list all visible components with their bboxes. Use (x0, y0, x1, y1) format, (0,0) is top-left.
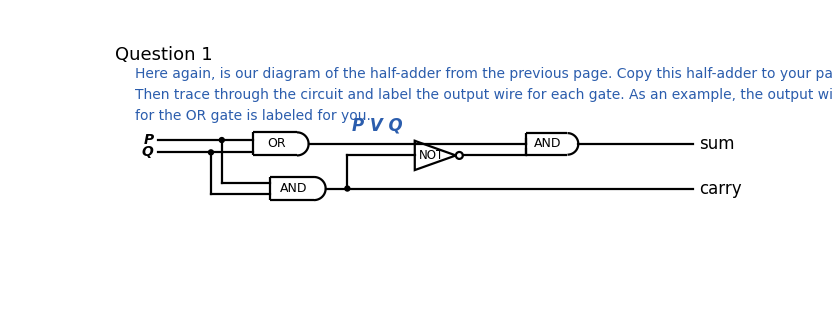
Text: carry: carry (699, 180, 742, 197)
Circle shape (220, 138, 225, 142)
Circle shape (209, 150, 214, 155)
Text: P V Q: P V Q (352, 117, 403, 135)
Text: Q: Q (141, 145, 154, 159)
Text: sum: sum (699, 135, 735, 153)
Circle shape (345, 186, 349, 191)
Text: AND: AND (534, 137, 562, 150)
Text: Here again, is our diagram of the half-adder from the previous page. Copy this h: Here again, is our diagram of the half-a… (135, 67, 832, 123)
Text: NOT: NOT (418, 149, 443, 162)
Text: OR: OR (268, 137, 286, 150)
Text: P: P (143, 133, 154, 147)
Text: Question 1: Question 1 (115, 46, 212, 64)
Text: AND: AND (280, 182, 308, 195)
